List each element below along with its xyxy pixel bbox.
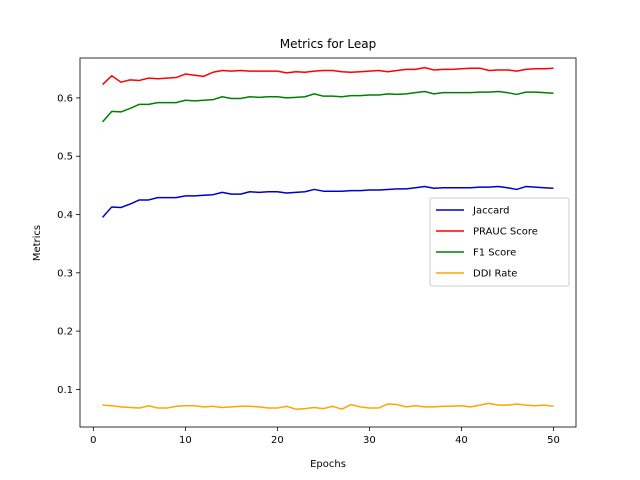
x-axis-label: Epochs xyxy=(310,459,346,470)
series-line-2 xyxy=(102,66,554,86)
x-tick-label: 20 xyxy=(271,435,284,446)
legend-label-2: PRAUC Score xyxy=(473,227,538,238)
y-tick-label: 0.2 xyxy=(57,327,73,338)
legend-box xyxy=(429,197,570,287)
plot-frame xyxy=(79,57,577,428)
x-tick-label: 30 xyxy=(363,435,376,446)
legend-label-3: F1 Score xyxy=(473,248,516,259)
x-tick-label: 40 xyxy=(455,435,468,446)
y-axis: 0.1 0.2 0.3 0.4 0.5 0.6 xyxy=(57,93,80,396)
y-tick-label: 0.6 xyxy=(57,93,73,104)
x-axis: 0 10 20 30 40 50 xyxy=(90,427,560,446)
legend: Jaccard PRAUC Score F1 Score DDI Rate xyxy=(429,197,570,287)
chart-title: Metrics for Leap xyxy=(280,37,377,51)
x-tick-label: 50 xyxy=(547,435,560,446)
y-tick-label: 0.4 xyxy=(57,210,73,221)
series-line-1 xyxy=(101,185,554,218)
y-tick-label: 0.1 xyxy=(57,385,73,396)
series-lines xyxy=(101,66,554,410)
y-tick-label: 0.3 xyxy=(57,268,73,279)
legend-label-1: Jaccard xyxy=(472,206,509,217)
x-tick-label: 0 xyxy=(90,435,96,446)
y-axis-label: Metrics xyxy=(32,225,43,261)
series-line-3 xyxy=(101,90,554,123)
x-tick-label: 10 xyxy=(179,435,192,446)
legend-label-4: DDI Rate xyxy=(473,269,517,280)
y-tick-label: 0.5 xyxy=(57,152,73,163)
series-line-4 xyxy=(102,402,554,410)
